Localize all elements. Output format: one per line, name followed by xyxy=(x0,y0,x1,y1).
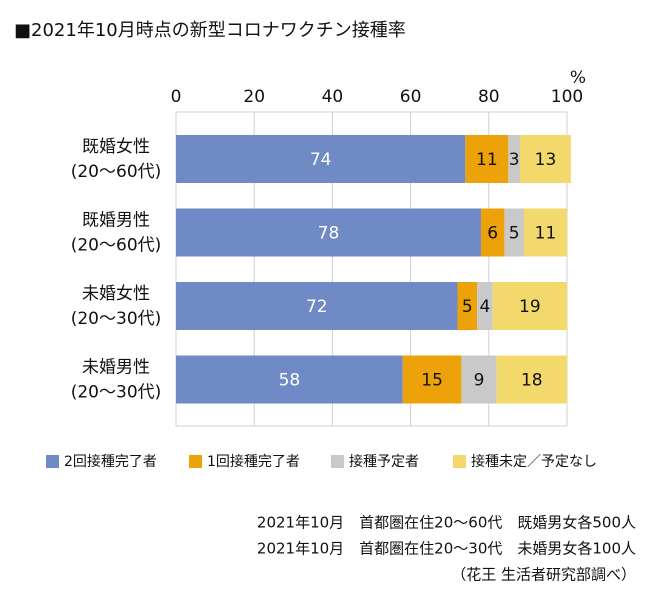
value-label: 78 xyxy=(318,224,340,244)
bar-segment xyxy=(523,208,567,257)
x-tick-label: 60 xyxy=(400,87,422,107)
value-label: 19 xyxy=(519,297,541,317)
legend-swatch xyxy=(331,455,344,468)
bar-segment xyxy=(480,208,505,257)
category-label: (20〜60代) xyxy=(71,236,162,256)
bar-segment xyxy=(504,208,524,257)
category-label: 未婚女性 xyxy=(82,284,150,304)
chart-title: ■2021年10月時点の新型コロナワクチン接種率 xyxy=(14,20,406,41)
category-label: (20〜30代) xyxy=(71,383,162,403)
legend-label: 接種未定／予定なし xyxy=(471,453,597,470)
legend-label: 接種予定者 xyxy=(349,453,419,470)
value-label: 18 xyxy=(521,371,543,391)
value-label: 72 xyxy=(306,297,328,317)
value-label: 9 xyxy=(474,371,485,391)
legend-swatch xyxy=(46,455,59,468)
value-label: 4 xyxy=(479,297,490,317)
legend-label: 1回接種完了者 xyxy=(207,453,300,470)
value-label: 5 xyxy=(509,224,520,244)
legend-swatch xyxy=(453,455,466,468)
value-label: 11 xyxy=(476,150,498,170)
bar-segment xyxy=(176,208,481,257)
bar-segment xyxy=(496,355,567,404)
legend-label: 2回接種完了者 xyxy=(64,453,157,470)
x-tick-label: 80 xyxy=(478,87,500,107)
value-label: 11 xyxy=(535,224,557,244)
axis-unit: % xyxy=(570,68,586,88)
value-label: 6 xyxy=(487,224,498,244)
bar-segment xyxy=(520,135,571,183)
value-label: 58 xyxy=(279,371,301,391)
bar-segment xyxy=(461,355,497,404)
x-tick-label: 20 xyxy=(243,87,265,107)
note: 2021年10月 首都圏在住20〜60代 既婚男女各500人 xyxy=(257,514,636,532)
bar-segment xyxy=(477,282,493,330)
value-label: 74 xyxy=(310,150,332,170)
category-label: 既婚男性 xyxy=(82,211,150,231)
value-label: 5 xyxy=(462,297,473,317)
category-label: (20〜30代) xyxy=(71,309,162,329)
bar-segment xyxy=(176,282,458,330)
note: （花王 生活者研究部調べ） xyxy=(451,566,636,584)
bar-segment xyxy=(465,135,509,183)
value-label: 3 xyxy=(509,150,520,170)
note: 2021年10月 首都圏在住20〜30代 未婚男女各100人 xyxy=(257,540,636,558)
x-tick-label: 100 xyxy=(551,87,583,107)
x-tick-label: 40 xyxy=(322,87,344,107)
bar-segment xyxy=(492,282,567,330)
bar-segment xyxy=(402,355,462,404)
category-label: 既婚女性 xyxy=(82,137,150,157)
legend-swatch xyxy=(189,455,202,468)
bar-segment xyxy=(176,135,466,183)
x-tick-label: 0 xyxy=(171,87,182,107)
category-label: 未婚男性 xyxy=(82,358,150,378)
value-label: 13 xyxy=(535,150,557,170)
category-label: (20〜60代) xyxy=(71,162,162,182)
bar-segment xyxy=(508,135,521,183)
bar-segment xyxy=(176,355,403,404)
value-label: 15 xyxy=(421,371,443,391)
bar-segment xyxy=(457,282,478,330)
